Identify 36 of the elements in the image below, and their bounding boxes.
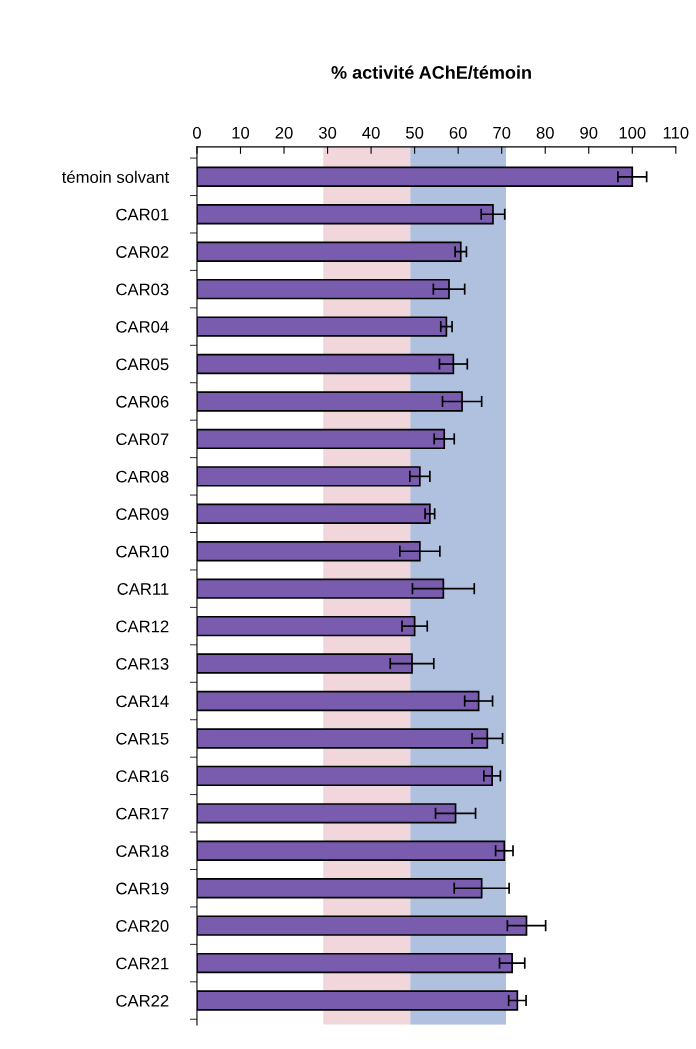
y-tick-label: CAR02 [116, 246, 169, 258]
y-tick-label: témoin solvant [61, 170, 170, 184]
x-tick-label: 10 [232, 126, 250, 139]
y-tick-label: CAR11 [117, 583, 169, 595]
y-tick-label: CAR14 [116, 695, 169, 708]
y-tick-label: CAR22 [116, 994, 169, 1007]
y-tick-label: CAR01 [116, 208, 169, 221]
x-tick-label: 30 [318, 126, 337, 139]
y-tick-label: CAR15 [116, 732, 169, 745]
x-tick-label: 50 [406, 126, 424, 139]
x-tick-label: 20 [275, 126, 293, 139]
x-tick-label: 100 [619, 126, 646, 139]
x-tick-label: 40 [362, 126, 380, 139]
x-tick-label: 60 [449, 126, 467, 139]
x-tick-label: 90 [580, 126, 598, 139]
y-tick-label: CAR18 [116, 845, 169, 857]
y-tick-label: CAR08 [116, 470, 169, 483]
y-tick-label: CAR20 [116, 920, 169, 932]
y-tick-label: CAR12 [116, 620, 169, 633]
y-tick-label: CAR06 [116, 395, 169, 408]
y-tick-label: CAR07 [116, 433, 169, 446]
y-tick-label: CAR21 [116, 957, 169, 970]
x-tick-label: 80 [536, 126, 554, 139]
y-tick-label: CAR17 [116, 807, 169, 820]
y-tick-label: CAR05 [116, 358, 169, 371]
chart-title: % activité AChE/témoin [331, 65, 531, 80]
x-tick-label: 110 [663, 126, 689, 139]
x-tick-label: 0 [192, 126, 201, 139]
y-tick-label: CAR04 [116, 320, 169, 333]
y-tick-label: CAR19 [116, 882, 169, 895]
y-tick-label: CAR16 [116, 770, 169, 783]
x-tick-label: 70 [493, 126, 511, 139]
y-tick-label: CAR10 [116, 545, 169, 558]
y-tick-label: CAR09 [116, 508, 169, 520]
y-tick-label: CAR03 [116, 283, 169, 296]
y-tick-label: CAR13 [116, 657, 169, 670]
